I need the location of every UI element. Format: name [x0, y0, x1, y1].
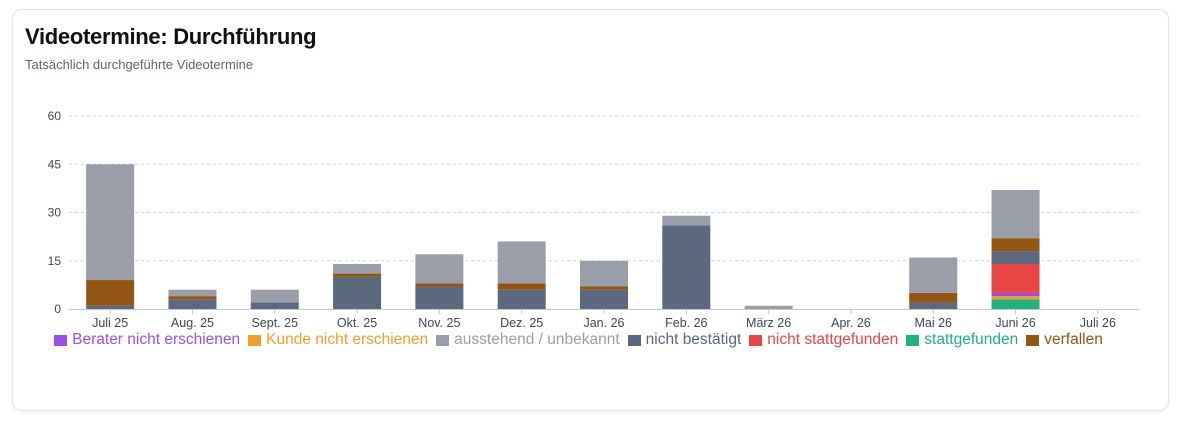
legend-label: stattgefunden	[924, 331, 1019, 348]
x-tick-label: Nov. 25	[418, 316, 460, 330]
bar-segment[interactable]	[86, 305, 135, 309]
chart-legend: Berater nicht erschienen Kunde nicht ersc…	[40, 331, 1117, 349]
bar-segment[interactable]	[86, 280, 135, 306]
chart-title: Videotermine: Durchführung	[25, 24, 317, 49]
legend-swatch	[248, 334, 262, 346]
bar-segment[interactable]	[991, 296, 1040, 300]
bar-segment[interactable]	[415, 283, 464, 287]
legend-label: Berater nicht erschienen	[72, 331, 241, 348]
bar-segment[interactable]	[909, 292, 958, 303]
legend-swatch	[627, 334, 641, 346]
bar-segment[interactable]	[909, 257, 958, 293]
bar-segment[interactable]	[415, 286, 464, 309]
legend-label: verfallen	[1044, 331, 1103, 348]
chart-card	[12, 9, 1169, 411]
legend-label: Kunde nicht erschienen	[266, 331, 429, 348]
x-tick-label: Okt. 25	[337, 316, 377, 330]
bar-segment[interactable]	[991, 292, 1040, 297]
bar-segment[interactable]	[250, 289, 299, 303]
legend-item[interactable]: Kunde nicht erschienen	[248, 331, 428, 349]
bar-segment[interactable]	[86, 164, 135, 281]
bar-segment[interactable]	[991, 263, 1040, 293]
bar-segment[interactable]	[168, 299, 217, 309]
bar-segment[interactable]	[497, 289, 546, 309]
x-tick-label: Juni 26	[995, 316, 1035, 330]
bar-segment[interactable]	[333, 263, 382, 274]
bar-segment[interactable]	[580, 260, 628, 287]
legend-label: ausstehend / unbekannt	[454, 331, 620, 348]
legend-swatch	[54, 334, 68, 346]
y-tick-label: 15	[48, 254, 62, 268]
bar-segment[interactable]	[250, 302, 299, 309]
bar-segment[interactable]	[333, 276, 382, 309]
bar-segment[interactable]	[168, 289, 217, 297]
bar-segment[interactable]	[744, 305, 793, 309]
bar-segment[interactable]	[991, 251, 1040, 264]
x-tick-label: Mai 26	[914, 316, 952, 330]
bar-segment[interactable]	[662, 215, 711, 226]
legend-item[interactable]: nicht bestätigt	[627, 331, 742, 349]
x-tick-label: Jan. 26	[583, 316, 624, 330]
legend-item[interactable]: ausstehend / unbekannt	[436, 331, 620, 349]
y-tick-label: 0	[54, 302, 61, 316]
x-tick-label: Aug. 25	[171, 316, 214, 330]
bar-segment[interactable]	[909, 302, 958, 309]
legend-swatch	[906, 334, 920, 346]
legend-label: nicht stattgefunden	[767, 331, 899, 348]
bar-segment[interactable]	[662, 225, 711, 309]
x-tick-label: Feb. 26	[665, 316, 707, 330]
x-tick-label: Juli 25	[92, 316, 128, 330]
x-tick-label: Sept. 25	[251, 316, 298, 330]
legend-item[interactable]: nicht stattgefunden	[749, 331, 898, 349]
legend-swatch	[749, 334, 763, 346]
legend-item[interactable]: Berater nicht erschienen	[54, 331, 240, 349]
bar-segment[interactable]	[497, 283, 546, 290]
bar-segment[interactable]	[333, 273, 382, 277]
legend-swatch	[1026, 334, 1040, 346]
bar-segment[interactable]	[991, 189, 1040, 239]
bar-segment[interactable]	[991, 299, 1040, 309]
y-tick-label: 60	[48, 109, 62, 123]
bar-segment[interactable]	[415, 254, 464, 284]
x-tick-label: Dez. 25	[500, 316, 543, 330]
bar-segment[interactable]	[168, 296, 217, 300]
x-tick-label: Juli 26	[1080, 316, 1116, 330]
bar-segment[interactable]	[991, 238, 1040, 252]
x-tick-label: März 26	[746, 316, 791, 330]
legend-swatch	[436, 334, 450, 346]
legend-item[interactable]: stattgefunden	[906, 331, 1018, 349]
bar-segment[interactable]	[497, 241, 546, 284]
bar-segment[interactable]	[580, 289, 628, 309]
x-tick-label: Apr. 26	[831, 316, 871, 330]
legend-label: nicht bestätigt	[645, 331, 742, 348]
y-tick-label: 30	[48, 206, 62, 220]
bar-segment[interactable]	[580, 286, 628, 290]
chart-subtitle: Tatsächlich durchgeführte Videotermine	[25, 57, 254, 72]
bar-chart: 0 15 30 45 60 Juli 25 Aug. 25 Sept. 25 Okt. 25 No…	[48, 109, 1139, 330]
legend-item[interactable]: verfallen	[1026, 331, 1103, 349]
y-tick-label: 45	[48, 157, 62, 171]
